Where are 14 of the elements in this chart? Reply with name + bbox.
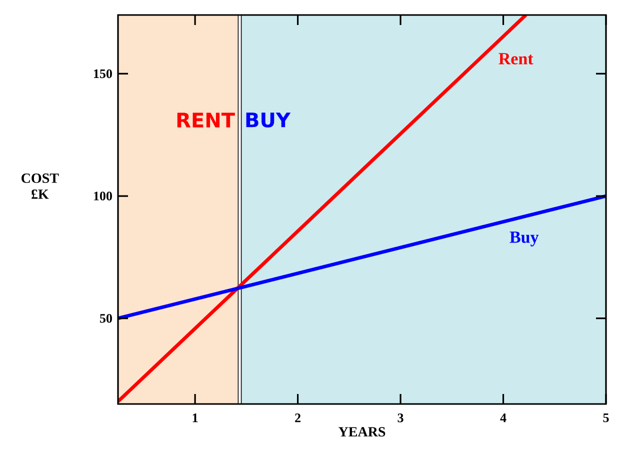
x-tick-label: 4 xyxy=(500,414,506,422)
x-tick-label: 5 xyxy=(603,414,609,422)
x-tick-label: 3 xyxy=(398,414,404,422)
band-label: RENT xyxy=(177,112,235,128)
series-label: Rent xyxy=(498,53,534,64)
x-tick-label: 1 xyxy=(192,414,198,422)
y-tick-label: 150 xyxy=(94,69,112,78)
x-axis-title: YEARS xyxy=(338,427,386,437)
series-label: Buy xyxy=(510,232,539,246)
y-axis-title: COST £K xyxy=(22,174,59,199)
band-label: BUY xyxy=(246,112,291,128)
y-tick-label: 50 xyxy=(100,314,112,323)
y-tick-label: 100 xyxy=(94,192,112,200)
x-tick-label: 2 xyxy=(295,414,300,422)
